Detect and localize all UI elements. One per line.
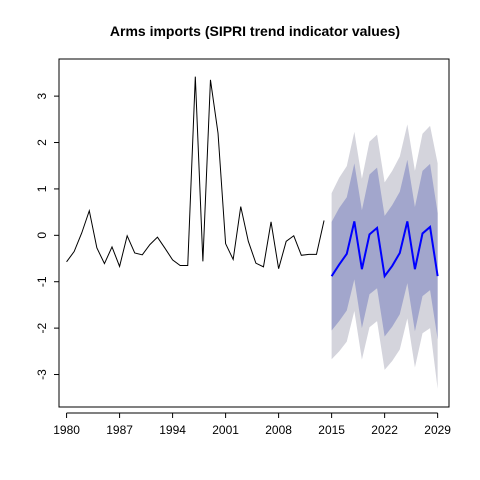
x-axis: 1980 1987 1994 2001 2008 2015 2022 2029: [53, 412, 451, 437]
y-tick-label: 3: [35, 92, 49, 99]
forecast-line: [330, 221, 439, 279]
confidence-bands: [331, 124, 438, 389]
x-tick-label: 2008: [265, 423, 292, 437]
x-tick-label: 1980: [53, 423, 80, 437]
y-tick-label: -2: [35, 322, 49, 333]
history-line: [66, 76, 325, 269]
chart-title: Arms imports (SIPRI trend indicator valu…: [110, 23, 400, 39]
y-axis: -3 -2 -1 0 1 2 3: [35, 92, 60, 380]
band-80: [331, 159, 438, 340]
y-tick-label: -1: [35, 276, 49, 287]
y-tick-label: 2: [35, 139, 49, 146]
x-tick-label: 2029: [424, 423, 451, 437]
x-tick-label: 1987: [106, 423, 133, 437]
y-tick-label: 1: [35, 185, 49, 192]
x-tick-label: 1994: [159, 423, 186, 437]
x-tick-label: 2015: [318, 423, 345, 437]
y-tick-label: -3: [35, 369, 49, 380]
x-tick-label: 2001: [212, 423, 239, 437]
series-lines: [66, 76, 439, 279]
x-tick-label: 2022: [371, 423, 398, 437]
y-tick-label: 0: [35, 232, 49, 239]
